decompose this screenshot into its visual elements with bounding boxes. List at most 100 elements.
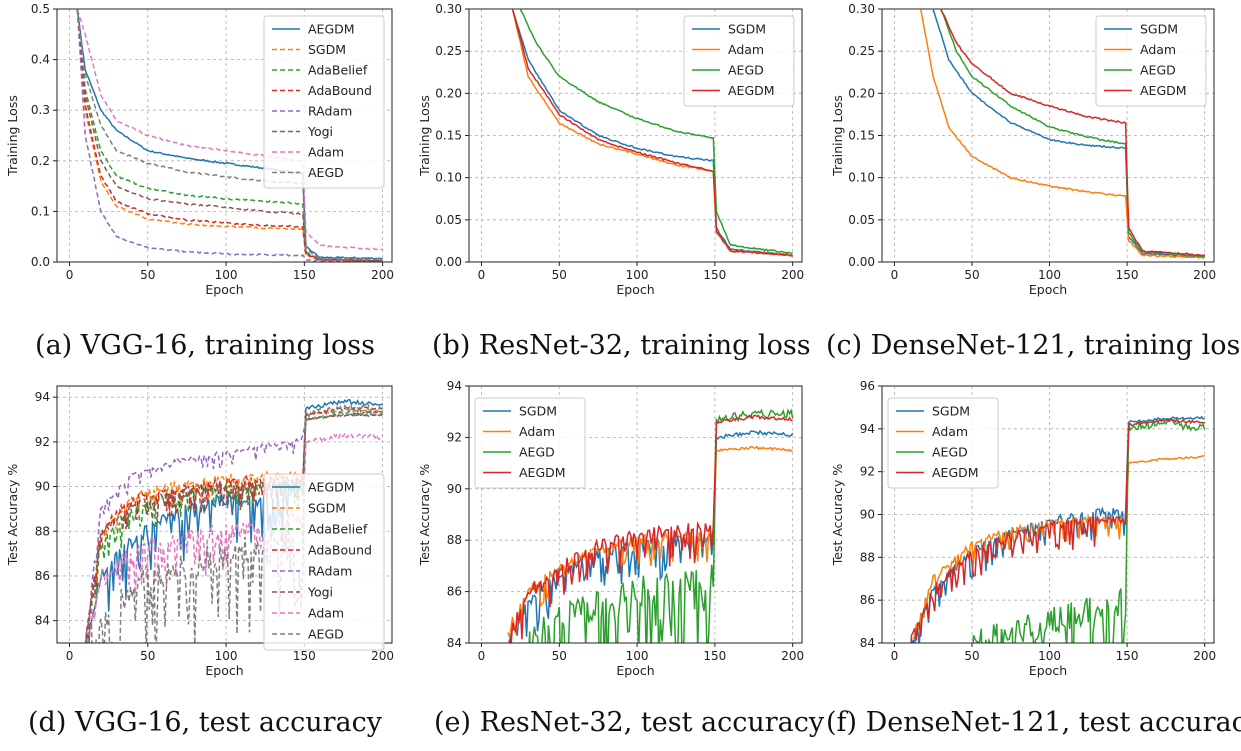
- y-tick-label: 88: [447, 533, 462, 547]
- series-line-aegd: [76, 9, 383, 262]
- x-tick-label: 0: [478, 649, 486, 663]
- y-tick-label: 90: [447, 482, 462, 496]
- x-tick-label: 150: [703, 268, 726, 282]
- legend-label-yogi: Yogi: [307, 124, 333, 139]
- x-axis-label: Epoch: [205, 282, 243, 297]
- caption-f: (f) DenseNet-121, test accuracy: [826, 707, 1241, 738]
- x-tick-label: 50: [552, 268, 567, 282]
- y-tick-label: 0.0: [31, 255, 50, 269]
- y-tick-label: 90: [35, 480, 50, 494]
- y-axis-label: Test Accuracy %: [5, 464, 20, 567]
- y-tick-label: 92: [860, 465, 875, 479]
- x-tick-label: 200: [1193, 268, 1216, 282]
- legend-label-aegd: AEGD: [519, 445, 555, 460]
- y-tick-label: 88: [35, 524, 50, 538]
- x-tick-label: 50: [964, 649, 979, 663]
- legend: AEGDM SGDM AdaBelief AdaBound RAdam Yogi Adam A…: [263, 473, 385, 651]
- plot-frame: [468, 385, 803, 644]
- series-line-aegdm: [508, 414, 793, 643]
- panel-e: 0 50 100 150 200 84 86 88 90 92 94 Epoch Test Accura…: [417, 379, 804, 678]
- y-tick-label: 86: [447, 585, 462, 599]
- x-axis-label: Epoch: [616, 663, 654, 678]
- y-tick-label: 96: [860, 379, 875, 393]
- y-tick-label: 86: [35, 569, 50, 583]
- y-tick-label: 0.00: [848, 255, 875, 269]
- y-tick-label: 94: [860, 422, 875, 436]
- x-tick-label: 0: [891, 268, 899, 282]
- y-tick-label: 84: [860, 636, 875, 650]
- legend-label-adabelief: AdaBelief: [308, 63, 368, 78]
- y-tick-label: 0.00: [435, 255, 462, 269]
- x-tick-label: 0: [66, 268, 74, 282]
- legend: AEGDM SGDM AdaBelief AdaBound RAdam Yogi Adam A…: [263, 15, 385, 189]
- y-tick-label: 0.10: [435, 171, 462, 185]
- caption-c: (c) DenseNet-121, training loss: [826, 330, 1241, 361]
- plot-frame: [56, 8, 393, 263]
- y-tick-label: 0.10: [848, 171, 875, 185]
- series-line-aegdm: [88, 398, 383, 643]
- series-line-sgdm: [932, 9, 1205, 259]
- series-line-aegdm: [910, 418, 1206, 643]
- y-tick-label: 0.15: [435, 129, 462, 143]
- legend-label-aegd: AEGD: [308, 627, 344, 642]
- y-axis-label: Training Loss: [830, 95, 845, 177]
- x-tick-label: 200: [371, 268, 394, 282]
- y-tick-label: 0.2: [31, 154, 50, 168]
- legend: SGDM Adam AEGD AEGDM: [683, 15, 795, 107]
- x-tick-label: 200: [1193, 649, 1216, 663]
- series-line-adam: [920, 9, 1205, 259]
- legend-label-adam: Adam: [932, 424, 968, 439]
- legend-label-sgdm: SGDM: [728, 22, 766, 37]
- x-tick-label: 150: [703, 649, 726, 663]
- x-tick-label: 100: [626, 268, 649, 282]
- legend-label-aegdm: AEGDM: [519, 465, 566, 480]
- legend-label-yogi: Yogi: [307, 585, 333, 600]
- y-tick-label: 94: [35, 390, 50, 404]
- x-tick-label: 50: [140, 268, 155, 282]
- caption-b: (b) ResNet-32, training loss: [432, 330, 811, 361]
- legend-label-adam: Adam: [308, 145, 344, 160]
- x-tick-label: 100: [1038, 649, 1061, 663]
- y-tick-label: 0.1: [31, 204, 50, 218]
- legend-label-sgdm: SGDM: [932, 404, 970, 419]
- x-tick-label: 0: [66, 649, 74, 663]
- y-tick-label: 92: [35, 435, 50, 449]
- y-tick-label: 0.25: [848, 44, 875, 58]
- legend-label-sgdm: SGDM: [308, 42, 346, 57]
- y-tick-label: 0.4: [31, 53, 50, 67]
- legend: SGDM Adam AEGD AEGDM: [887, 397, 999, 489]
- series-line-aegd: [972, 418, 1206, 643]
- x-axis-label: Epoch: [1029, 282, 1067, 297]
- x-axis-label: Epoch: [205, 663, 243, 678]
- y-tick-label: 84: [35, 614, 50, 628]
- legend-label-aegdm: AEGDM: [308, 480, 355, 495]
- x-tick-label: 50: [140, 649, 155, 663]
- legend: SGDM Adam AEGD AEGDM: [1095, 15, 1207, 107]
- caption-d: (d) VGG-16, test accuracy: [28, 707, 382, 738]
- y-tick-label: 0.25: [435, 44, 462, 58]
- legend-label-aegdm: AEGDM: [308, 22, 355, 37]
- x-tick-label: 50: [552, 649, 567, 663]
- x-tick-label: 100: [1038, 268, 1061, 282]
- panel-a: 0 50 100 150 200 0.0 0.1 0.2 0.3 0.4 0.5 Epoch Train…: [5, 2, 394, 297]
- legend-label-sgdm: SGDM: [308, 501, 346, 516]
- legend-label-aegd: AEGD: [1140, 63, 1176, 78]
- x-tick-label: 0: [891, 649, 899, 663]
- y-tick-label: 0.20: [435, 86, 462, 100]
- series-line-aegdm: [76, 9, 383, 260]
- panel-f: 0 50 100 150 200 84 86 88 90 92 94 96 Epoch Test Accu…: [830, 379, 1216, 678]
- panel-b: 0 50 100 150 200 0.00 0.05 0.10 0.15 0.20 0.25 0.30…: [417, 2, 804, 297]
- caption-a: (a) VGG-16, training loss: [35, 330, 375, 361]
- x-tick-label: 150: [293, 649, 316, 663]
- legend-label-aegd: AEGD: [728, 63, 764, 78]
- plot-frame: [56, 385, 393, 644]
- legend-label-adabound: AdaBound: [308, 83, 372, 98]
- x-tick-label: 100: [215, 649, 238, 663]
- x-tick-label: 150: [293, 268, 316, 282]
- y-tick-label: 0.5: [31, 2, 50, 16]
- y-tick-label: 84: [447, 636, 462, 650]
- caption-e: (e) ResNet-32, test accuracy: [434, 707, 825, 738]
- legend-label-sgdm: SGDM: [1140, 22, 1178, 37]
- x-tick-label: 50: [964, 268, 979, 282]
